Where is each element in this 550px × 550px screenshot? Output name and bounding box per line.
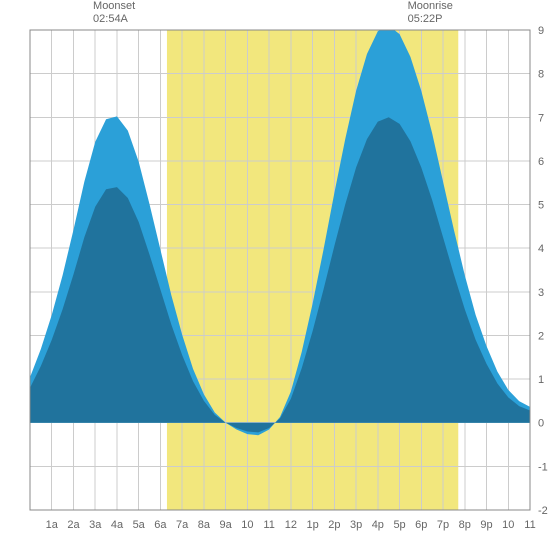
svg-text:-1: -1 bbox=[538, 461, 548, 473]
svg-text:8: 8 bbox=[538, 69, 544, 81]
svg-text:1: 1 bbox=[538, 374, 544, 386]
svg-text:5p: 5p bbox=[393, 519, 405, 531]
svg-text:9p: 9p bbox=[480, 519, 492, 531]
svg-text:7: 7 bbox=[538, 112, 544, 124]
svg-text:6p: 6p bbox=[415, 519, 427, 531]
svg-text:8p: 8p bbox=[459, 519, 471, 531]
svg-text:10: 10 bbox=[241, 519, 253, 531]
svg-text:6: 6 bbox=[538, 156, 544, 168]
svg-text:11: 11 bbox=[263, 519, 274, 531]
svg-text:2a: 2a bbox=[67, 519, 80, 531]
svg-text:1a: 1a bbox=[46, 519, 59, 531]
svg-text:4: 4 bbox=[538, 243, 544, 255]
svg-text:7a: 7a bbox=[176, 519, 189, 531]
svg-text:6a: 6a bbox=[154, 519, 167, 531]
svg-text:4p: 4p bbox=[372, 519, 384, 531]
svg-text:3a: 3a bbox=[89, 519, 102, 531]
svg-text:1p: 1p bbox=[306, 519, 318, 531]
moonrise-annotation: Moonrise 05:22P bbox=[408, 0, 453, 25]
svg-text:3p: 3p bbox=[350, 519, 362, 531]
svg-text:10: 10 bbox=[502, 519, 514, 531]
x-axis-ticks: 1a 2a 3a 4a 5a 6a 7a 8a 9a 10 11 12 1p 2p 3p 4p 5p 6p 7p 8p… bbox=[46, 519, 536, 531]
svg-text:4a: 4a bbox=[111, 519, 124, 531]
svg-text:2: 2 bbox=[538, 330, 544, 342]
moonset-annotation: Moonset 02:54A bbox=[93, 0, 135, 25]
svg-text:2p: 2p bbox=[328, 519, 340, 531]
moonset-title: Moonset bbox=[93, 0, 135, 12]
svg-text:5a: 5a bbox=[133, 519, 146, 531]
svg-text:-2: -2 bbox=[538, 505, 548, 517]
svg-text:5: 5 bbox=[538, 200, 544, 212]
y-axis-ticks: -2-10123456789 bbox=[538, 25, 548, 517]
svg-text:0: 0 bbox=[538, 418, 544, 430]
svg-text:12: 12 bbox=[285, 519, 297, 531]
svg-text:9a: 9a bbox=[220, 519, 233, 531]
moonrise-time: 05:22P bbox=[408, 13, 443, 25]
svg-text:8a: 8a bbox=[198, 519, 211, 531]
svg-text:11: 11 bbox=[524, 519, 535, 531]
tide-chart: -2-101234567891a2a3a4a5a6a7a8a9a1011121p… bbox=[0, 0, 550, 550]
moonrise-title: Moonrise bbox=[408, 0, 453, 12]
moonset-time: 02:54A bbox=[93, 13, 128, 25]
svg-text:3: 3 bbox=[538, 287, 544, 299]
svg-text:7p: 7p bbox=[437, 519, 449, 531]
